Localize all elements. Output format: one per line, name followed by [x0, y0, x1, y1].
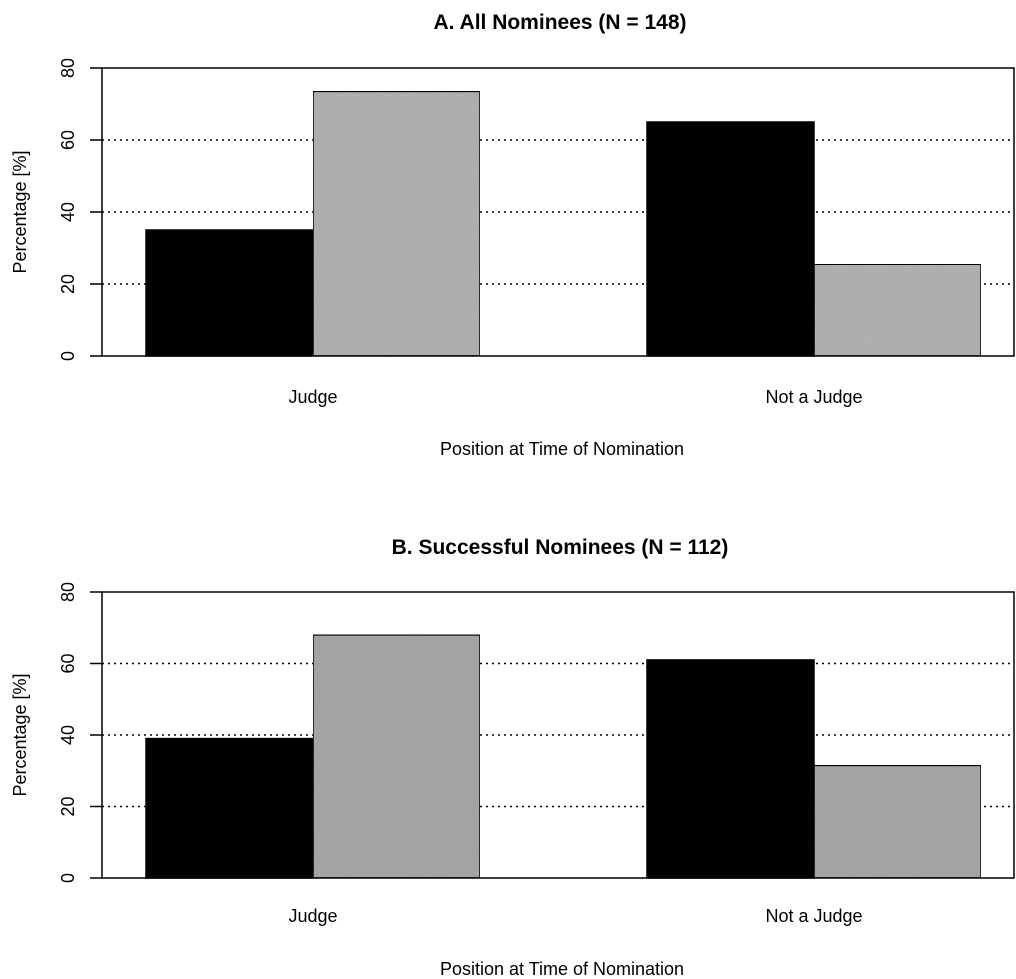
panel-a-ytick-label-0: 0	[58, 351, 78, 361]
panel-a: A. All Nominees (N = 148) 0 20 40 60 80 Judge…	[10, 11, 1015, 459]
panel-a-bar-not-a-judge-series-1	[646, 121, 815, 357]
panel-a-ylabel: Percentage [%]	[10, 150, 30, 273]
panel-a-title: A. All Nominees (N = 148)	[433, 11, 686, 34]
panel-b-bar-not-a-judge-series-1	[646, 659, 815, 879]
panel-b-ytick-label-40: 40	[58, 725, 78, 745]
panel-b-plot: 0 20 40 60 80 Judge Not a Judge	[58, 582, 1015, 926]
panel-a-xlabel: Position at Time of Nomination	[440, 439, 684, 459]
panel-b-bar-not-a-judge-series-2	[813, 764, 982, 879]
panel-a-category-label: Judge	[288, 387, 337, 407]
panel-a-category-label: Not a Judge	[765, 387, 862, 407]
panel-b-bar-judge-series-2	[312, 634, 481, 879]
panel-b-title: B. Successful Nominees (N = 112)	[392, 536, 729, 559]
panel-b-ytick-label-0: 0	[58, 873, 78, 883]
panel-b-bar-judge-series-1	[145, 737, 314, 879]
panel-a-bar-not-a-judge-series-2	[813, 263, 982, 357]
panel-b-category-label: Not a Judge	[765, 906, 862, 926]
panel-b-xlabel: Position at Time of Nomination	[440, 959, 684, 979]
panel-a-ytick-label-60: 60	[58, 130, 78, 150]
panel-a-ytick-label-40: 40	[58, 202, 78, 222]
panel-b-ytick-label-80: 80	[58, 582, 78, 602]
panel-b-ylabel: Percentage [%]	[10, 673, 30, 796]
panel-a-ytick-label-80: 80	[58, 58, 78, 78]
panel-b-category-label: Judge	[288, 906, 337, 926]
panel-a-plot: 0 20 40 60 80 Judge Not a Judge	[58, 58, 1015, 407]
panel-b: B. Successful Nominees (N = 112) 0 20 40 60…	[10, 536, 1015, 979]
panel-a-bar-judge-series-1	[145, 229, 314, 357]
panel-b-ytick-label-60: 60	[58, 653, 78, 673]
panel-a-bar-judge-series-2	[312, 90, 481, 357]
panel-a-ytick-label-20: 20	[58, 274, 78, 294]
panel-b-ytick-label-20: 20	[58, 796, 78, 816]
